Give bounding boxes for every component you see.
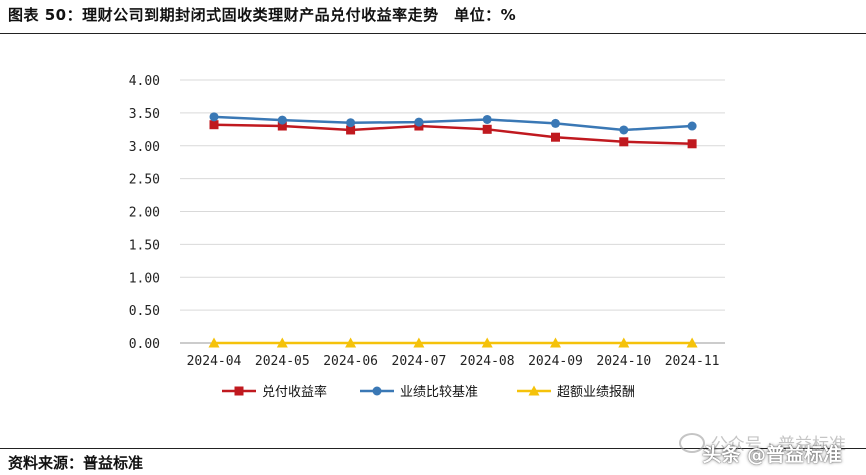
y-tick-label: 2.00 (129, 206, 160, 221)
bottom-rule (0, 448, 866, 449)
data-point-1 (551, 132, 560, 142)
data-point-1 (619, 137, 629, 147)
legend-item: 兑付收益率 (222, 384, 327, 400)
source-note: 资料来源：普益标准 (8, 454, 144, 472)
data-point-1 (277, 121, 287, 131)
legend-label: 超额业绩报酬 (557, 385, 635, 400)
data-point-3 (481, 337, 493, 348)
x-tick-label: 2024-09 (528, 354, 583, 369)
legend-marker (372, 386, 382, 396)
data-point-2 (346, 118, 356, 128)
watermark-text: 公众号 · 普益标准 (710, 435, 846, 455)
x-tick-labels: 2024-04 2024-05 2024-06 2024-07 2024-08 2024-… (187, 354, 720, 369)
data-point-2 (414, 117, 424, 127)
data-point-3 (550, 337, 561, 348)
top-rule (0, 33, 866, 34)
legend-marker (528, 385, 540, 396)
data-point-2 (277, 115, 287, 125)
data-point-2 (209, 112, 219, 122)
legend-label: 兑付收益率 (262, 384, 327, 400)
data-point-3 (208, 337, 220, 348)
y-tick-label: 0.00 (129, 337, 160, 352)
y-tick-labels: 0.00 0.50 1.00 1.50 2.00 2.50 3.00 3.50 4.00 (129, 74, 160, 352)
legend: 兑付收益率 业绩比较基准 超额业绩报酬 (222, 384, 635, 400)
x-tick-label: 2024-11 (665, 354, 720, 369)
y-tick-label: 1.50 (129, 238, 160, 253)
toutiao-watermark: 头条 @普益标准 (702, 444, 842, 466)
y-tick-label: 1.00 (129, 271, 160, 286)
x-tick-label: 2024-07 (392, 354, 447, 369)
x-tick-label: 2024-04 (187, 354, 242, 369)
x-tick-label: 2024-05 (255, 354, 310, 369)
data-point-1 (209, 120, 219, 130)
series-line-2 (213, 115, 693, 132)
series-line-1 (213, 123, 693, 146)
legend-marker (234, 386, 244, 396)
data-point-1 (687, 139, 697, 149)
data-point-1 (482, 124, 492, 134)
data-point-2 (687, 121, 697, 131)
data-point-3 (618, 337, 630, 348)
legend-item: 超额业绩报酬 (517, 385, 635, 400)
y-tick-label: 4.00 (129, 74, 160, 89)
x-tick-label: 2024-08 (460, 354, 515, 369)
x-tick-label: 2024-06 (323, 354, 378, 369)
data-point-2 (551, 118, 560, 128)
series (208, 112, 698, 348)
data-point-1 (346, 125, 356, 135)
legend-item: 业绩比较基准 (360, 385, 478, 400)
data-point-3 (413, 337, 425, 348)
data-point-3 (345, 337, 357, 348)
y-tick-label: 3.00 (129, 140, 160, 155)
data-point-2 (482, 114, 492, 124)
y-tick-label: 0.50 (129, 304, 160, 319)
figure-title: 图表 50：理财公司到期封闭式固收类理财产品兑付收益率走势 单位：% (8, 6, 517, 24)
y-tick-label: 3.50 (129, 107, 160, 122)
data-point-3 (686, 337, 698, 348)
y-tick-label: 2.50 (129, 173, 160, 188)
data-point-2 (619, 125, 629, 135)
gridlines (180, 79, 725, 311)
watermark: 公众号 · 普益标准 (678, 430, 846, 455)
x-tick-label: 2024-10 (596, 354, 651, 369)
legend-label: 业绩比较基准 (400, 385, 478, 400)
data-point-3 (276, 337, 288, 348)
wechat-icon (678, 432, 705, 453)
